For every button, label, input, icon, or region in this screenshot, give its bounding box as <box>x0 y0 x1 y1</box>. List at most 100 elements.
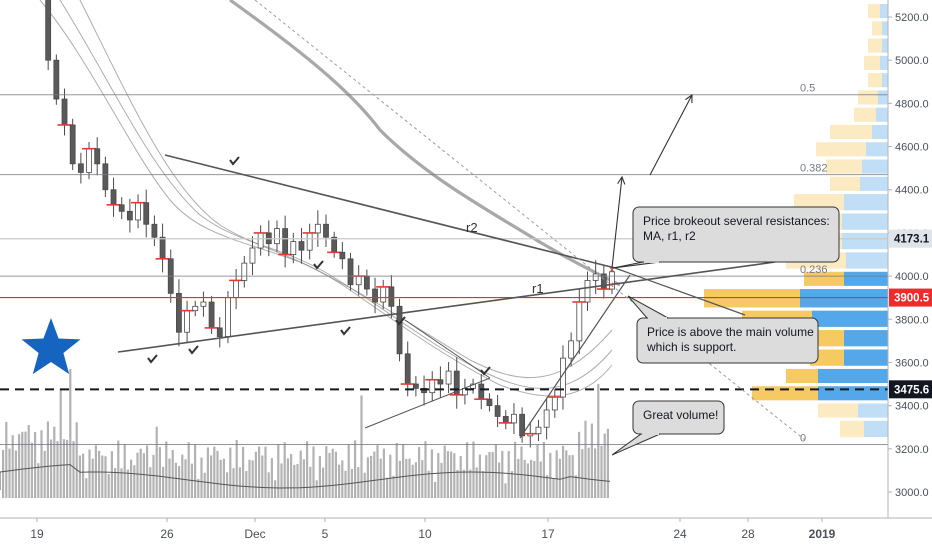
volume-bar <box>101 455 104 498</box>
fib-level-label: 0.236 <box>800 264 828 276</box>
profile-bar <box>844 330 888 347</box>
volume-bar <box>91 458 94 498</box>
volume-bar <box>258 446 261 498</box>
candle-body <box>478 383 485 400</box>
trendline-label-r1: r1 <box>532 281 544 296</box>
volume-bar <box>402 443 405 498</box>
volume-bar <box>200 457 203 498</box>
profile-bar <box>864 55 880 70</box>
volume-bar <box>110 451 113 498</box>
profile-bar <box>830 124 872 140</box>
profile-bar <box>704 289 800 308</box>
volume-bar <box>373 451 376 498</box>
volume-bar <box>62 439 65 498</box>
profile-bar <box>844 271 888 286</box>
volume-bar <box>18 434 21 498</box>
volume-bar <box>142 453 145 498</box>
candle-body <box>216 327 223 337</box>
volume-bar <box>296 463 299 498</box>
profile-bar <box>866 142 888 157</box>
candle-body <box>233 280 240 299</box>
volume-bar <box>213 446 216 498</box>
profile-bar <box>868 38 882 53</box>
candle-body <box>274 228 280 245</box>
profile-bar <box>880 4 888 19</box>
volume-bar <box>542 441 545 498</box>
candle-body <box>609 271 615 290</box>
volume-bar <box>517 458 520 498</box>
volume-bar <box>581 449 584 498</box>
volume-bar <box>238 467 241 498</box>
volume-bar <box>456 469 459 498</box>
arrow-up-long-head <box>685 93 693 104</box>
volume-bar <box>181 454 184 498</box>
arrow-up-short-head <box>617 175 626 185</box>
volume-bar <box>5 421 8 498</box>
volume-bar <box>152 454 155 498</box>
callout-text-line: Price brokeout several resistances: <box>643 214 830 228</box>
volume-bar <box>469 469 472 498</box>
profile-bar <box>826 159 862 174</box>
price-badge-background <box>889 380 932 399</box>
volume-bar <box>386 477 389 498</box>
trendline-label-r2: r2 <box>466 220 478 235</box>
profile-bar <box>804 271 844 286</box>
volume-bar <box>482 471 485 498</box>
candle-body <box>306 232 313 251</box>
arrow-up-long <box>649 94 693 176</box>
profile-bar <box>880 55 888 70</box>
check-mark-icon <box>188 345 199 355</box>
volume-bar <box>347 444 350 498</box>
candle-body <box>331 236 338 253</box>
volume-bar <box>328 452 331 498</box>
candle-body <box>192 305 199 312</box>
volume-bar <box>363 472 366 498</box>
volume-bar <box>107 474 110 498</box>
volume-bar <box>491 452 494 498</box>
callouts[interactable]: Price brokeout several resistances:MA, r… <box>611 206 840 456</box>
candle-body <box>388 286 395 307</box>
price-tick-label: 3400.0 <box>895 401 929 413</box>
time-axis[interactable]: 19 26 Dec 5 10 17 24 28 2019 <box>0 517 932 550</box>
candle-body <box>396 305 403 355</box>
volume-bar <box>37 463 40 498</box>
time-axis-background <box>0 518 932 550</box>
volume-bar <box>104 456 107 498</box>
volume-bar <box>187 442 190 498</box>
volume-bar <box>117 440 120 498</box>
volume-bar <box>472 441 475 498</box>
candle-body <box>225 297 231 337</box>
profile-bar <box>882 38 888 53</box>
volume-bar <box>139 448 142 498</box>
callout-box <box>636 317 819 364</box>
trendlines[interactable]: r2 r1 × × <box>21 0 806 441</box>
volume-bar <box>136 452 139 498</box>
volume-bar <box>280 463 283 498</box>
candle-body <box>355 275 362 286</box>
volume-bar <box>475 467 478 498</box>
profile-bar <box>794 194 844 211</box>
candle-body <box>176 292 182 333</box>
volume-bar <box>232 468 235 498</box>
volume-bar <box>293 464 296 498</box>
candle-body <box>323 223 329 238</box>
price-axis[interactable]: 5200.05000.04800.04600.04400.04200.04000… <box>887 0 932 518</box>
profile-bar <box>818 403 858 418</box>
callout-3[interactable]: Great volume! <box>611 400 725 456</box>
volume-bar <box>578 431 581 498</box>
fib-level-label: 0.5 <box>800 83 815 95</box>
volume-bar <box>603 433 606 498</box>
callout-1[interactable]: Price brokeout several resistances:MA, r… <box>612 206 840 269</box>
cross-marker-icon: × <box>609 265 615 276</box>
candle-body <box>282 228 289 255</box>
volume-bar <box>504 483 507 498</box>
time-tick-label: 17 <box>541 527 555 541</box>
volume-bar <box>520 446 523 498</box>
volume-bar <box>219 459 222 498</box>
candle-body <box>208 301 215 329</box>
candle-body <box>535 426 542 435</box>
volume-bar <box>539 461 542 498</box>
